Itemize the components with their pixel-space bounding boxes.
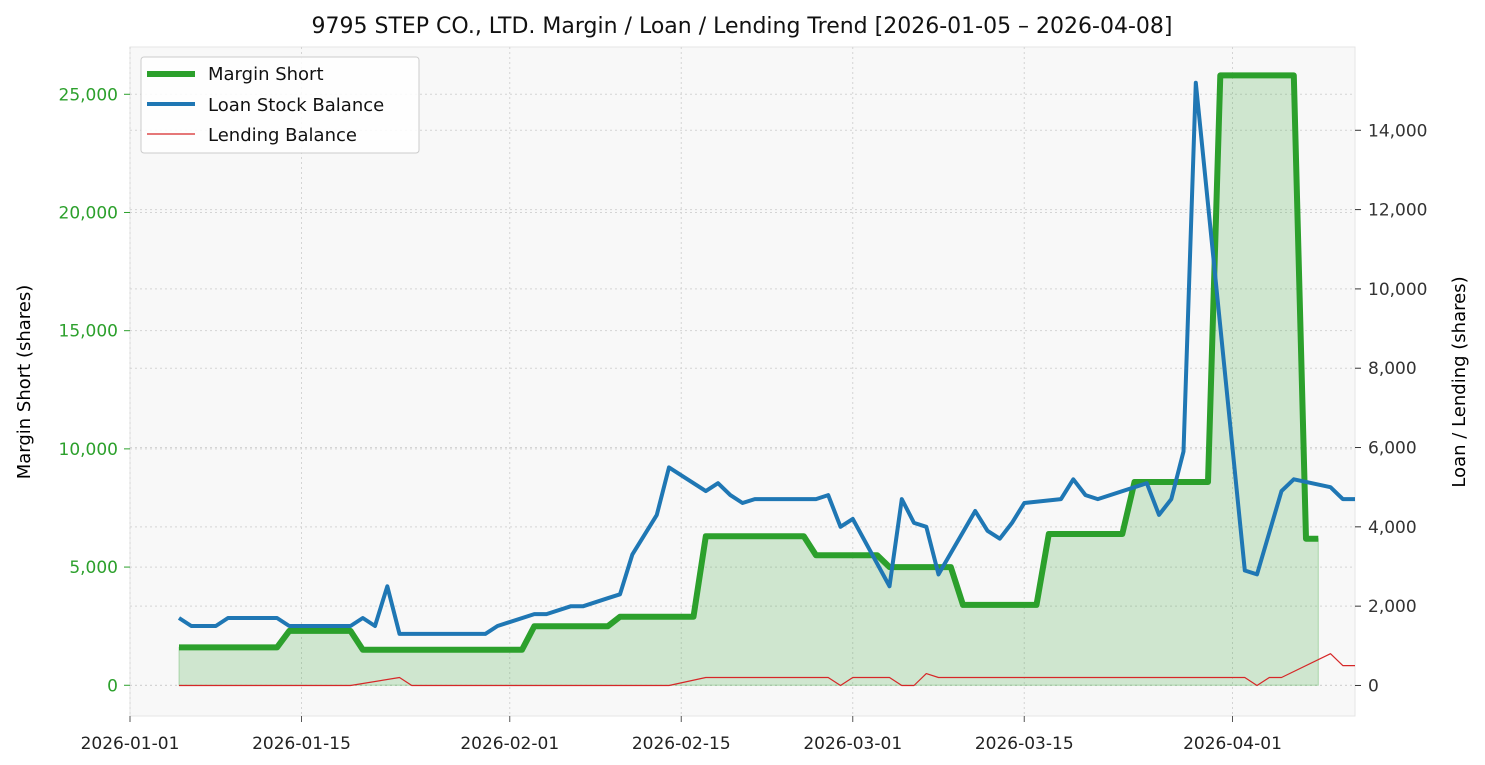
legend-item-lending-balance: Lending Balance	[147, 125, 357, 146]
y-right-tick-label: 0	[1368, 676, 1379, 696]
x-tick-label: 2026-02-15	[632, 734, 731, 754]
y-axis-left-title: Margin Short (shares)	[14, 285, 35, 480]
y-right-tick-label: 4,000	[1368, 518, 1417, 538]
y-axis-right-title: Loan / Lending (shares)	[1449, 276, 1470, 487]
x-tick-label: 2026-01-15	[252, 734, 351, 754]
y-right-tick-label: 8,000	[1368, 359, 1417, 379]
y-left-tick-label: 25,000	[59, 85, 118, 105]
legend-frame	[140, 56, 420, 154]
y-right-tick-label: 14,000	[1368, 121, 1427, 141]
x-tick-label: 2026-03-15	[975, 734, 1074, 754]
axes-layer: 2026-01-01 2026-01-15 2026-02-01 2026-02-15…	[59, 85, 1428, 754]
x-tick-label: 2026-03-01	[803, 734, 902, 754]
y-left-tick-label: 5,000	[69, 558, 118, 578]
y-left-tick-label: 10,000	[59, 440, 118, 460]
x-tick-label: 2026-01-01	[81, 734, 180, 754]
legend-label-lending-balance: Lending Balance	[208, 125, 357, 146]
chart-title: 9795 STEP CO., LTD. Margin / Loan / Lend…	[312, 14, 1173, 39]
legend-label-loan-stock-balance: Loan Stock Balance	[208, 95, 384, 116]
grid-lines	[129, 47, 1355, 716]
legend-item-loan-stock-balance: Loan Stock Balance	[147, 95, 384, 116]
legend-label-margin-short: Margin Short	[208, 64, 324, 85]
y-left-tick-label: 15,000	[59, 322, 118, 342]
y-right-tick-label: 6,000	[1368, 439, 1417, 459]
series-line-loan-stock-balance	[177, 80, 1355, 636]
y-left-tick-label: 0	[107, 676, 118, 696]
series-line-margin-short	[179, 72, 1319, 653]
x-tick-label: 2026-04-01	[1183, 734, 1282, 754]
y-left-tick-label: 20,000	[59, 203, 118, 223]
series-line-lending-balance	[179, 653, 1355, 687]
legend: Margin Short Loan Stock Balance Lending …	[140, 56, 420, 154]
series-layer	[177, 72, 1355, 687]
x-tick-label: 2026-02-01	[460, 734, 559, 754]
y-right-tick-label: 10,000	[1368, 280, 1427, 300]
plot-area	[129, 46, 1356, 717]
y-right-tick-label: 2,000	[1368, 597, 1417, 617]
y-right-tick-label: 12,000	[1368, 201, 1427, 221]
legend-item-margin-short: Margin Short	[147, 64, 324, 85]
